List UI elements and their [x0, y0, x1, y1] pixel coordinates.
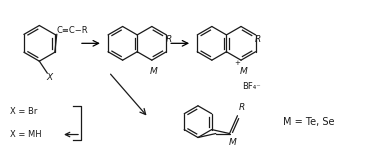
Text: R: R	[165, 35, 171, 44]
Text: R: R	[238, 103, 245, 112]
Text: X = MH: X = MH	[10, 130, 41, 139]
Text: M: M	[229, 137, 236, 147]
Text: X: X	[46, 72, 52, 81]
Text: BF₄⁻: BF₄⁻	[241, 82, 260, 91]
Text: M: M	[240, 67, 248, 76]
Text: +: +	[234, 60, 240, 66]
Text: C≡C−R: C≡C−R	[57, 26, 88, 35]
Text: M = Te, Se: M = Te, Se	[283, 117, 335, 127]
Text: X = Br: X = Br	[10, 107, 37, 116]
Text: M: M	[150, 67, 158, 76]
Text: R: R	[255, 35, 261, 44]
